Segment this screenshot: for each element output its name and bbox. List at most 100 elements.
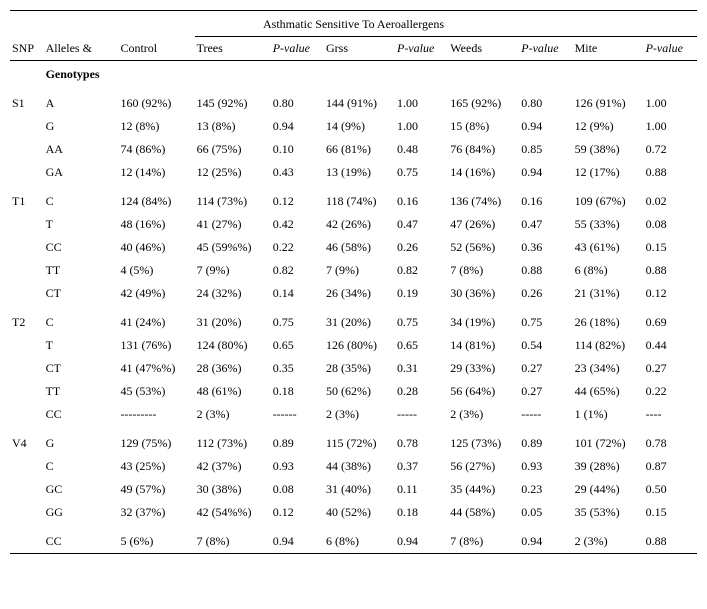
col-mite-p: P-value — [644, 37, 697, 61]
cell: 40 (46%) — [118, 236, 194, 259]
cell: 6 (8%) — [573, 259, 644, 282]
cell: 0.93 — [271, 455, 324, 478]
cell: 28 (36%) — [195, 357, 271, 380]
cell: 0.72 — [644, 138, 697, 161]
cell: 0.19 — [395, 282, 448, 305]
cell: 0.27 — [644, 357, 697, 380]
cell — [10, 259, 44, 282]
cell: A — [44, 86, 119, 115]
cell: 0.69 — [644, 305, 697, 334]
table-row: T131 (76%)124 (80%)0.65126 (80%)0.6514 (… — [10, 334, 697, 357]
cell: 26 (18%) — [573, 305, 644, 334]
cell: 129 (75%) — [118, 426, 194, 455]
cell — [10, 403, 44, 426]
cell: 144 (91%) — [324, 86, 395, 115]
cell: 14 (16%) — [448, 161, 519, 184]
cell: 74 (86%) — [118, 138, 194, 161]
cell: 23 (34%) — [573, 357, 644, 380]
cell: 52 (56%) — [448, 236, 519, 259]
cell: 0.80 — [271, 86, 324, 115]
cell: 0.37 — [395, 455, 448, 478]
cell: 0.27 — [519, 357, 572, 380]
aeroallergen-table: Asthmatic Sensitive To Aeroallergens SNP… — [10, 10, 697, 554]
cell: CT — [44, 357, 119, 380]
cell: G — [44, 115, 119, 138]
cell: 0.18 — [271, 380, 324, 403]
cell: 0.44 — [644, 334, 697, 357]
cell: 7 (8%) — [448, 259, 519, 282]
cell: V4 — [10, 426, 44, 455]
cell: T1 — [10, 184, 44, 213]
cell: 0.94 — [395, 524, 448, 554]
cell: 21 (31%) — [573, 282, 644, 305]
cell: 5 (6%) — [118, 524, 194, 554]
cell: 0.88 — [644, 259, 697, 282]
cell: 0.89 — [271, 426, 324, 455]
col-weeds: Weeds — [448, 37, 519, 61]
cell: 0.47 — [519, 213, 572, 236]
table-title: Asthmatic Sensitive To Aeroallergens — [10, 11, 697, 37]
cell: 29 (33%) — [448, 357, 519, 380]
cell: 124 (84%) — [118, 184, 194, 213]
cell — [10, 138, 44, 161]
cell: 34 (19%) — [448, 305, 519, 334]
cell: 0.02 — [644, 184, 697, 213]
cell: 14 (9%) — [324, 115, 395, 138]
cell: 47 (26%) — [448, 213, 519, 236]
cell: 35 (44%) — [448, 478, 519, 501]
cell: 41 (27%) — [195, 213, 271, 236]
cell: 30 (36%) — [448, 282, 519, 305]
cell: 112 (73%) — [195, 426, 271, 455]
col-snp: SNP — [10, 37, 44, 61]
table-row: CC---------2 (3%)------2 (3%)-----2 (3%)… — [10, 403, 697, 426]
cell: G — [44, 426, 119, 455]
cell: 39 (28%) — [573, 455, 644, 478]
cell: 41 (47%%) — [118, 357, 194, 380]
cell: 45 (53%) — [118, 380, 194, 403]
cell: C — [44, 184, 119, 213]
cell — [10, 357, 44, 380]
table-row: GC49 (57%)30 (38%)0.0831 (40%)0.1135 (44… — [10, 478, 697, 501]
cell: 0.80 — [519, 86, 572, 115]
table-row: V4G129 (75%)112 (73%)0.89115 (72%)0.7812… — [10, 426, 697, 455]
cell: 4 (5%) — [118, 259, 194, 282]
cell: 0.94 — [271, 115, 324, 138]
cell — [10, 115, 44, 138]
cell: 0.75 — [395, 161, 448, 184]
cell: 44 (58%) — [448, 501, 519, 524]
cell: 7 (9%) — [324, 259, 395, 282]
cell: 0.14 — [271, 282, 324, 305]
cell: 12 (17%) — [573, 161, 644, 184]
cell: 56 (27%) — [448, 455, 519, 478]
table-row: CC5 (6%)7 (8%)0.946 (8%)0.947 (8%)0.942 … — [10, 524, 697, 554]
cell: 42 (37%) — [195, 455, 271, 478]
col-trees-p: P-value — [271, 37, 324, 61]
cell: ----- — [395, 403, 448, 426]
cell: 66 (81%) — [324, 138, 395, 161]
cell: 115 (72%) — [324, 426, 395, 455]
cell: 32 (37%) — [118, 501, 194, 524]
cell: 26 (34%) — [324, 282, 395, 305]
cell: 0.93 — [519, 455, 572, 478]
cell — [10, 455, 44, 478]
cell: 6 (8%) — [324, 524, 395, 554]
cell: 0.36 — [519, 236, 572, 259]
cell: CC — [44, 524, 119, 554]
cell: 31 (20%) — [324, 305, 395, 334]
table-row: CT42 (49%)24 (32%)0.1426 (34%)0.1930 (36… — [10, 282, 697, 305]
cell: 66 (75%) — [195, 138, 271, 161]
cell: CC — [44, 403, 119, 426]
cell — [10, 236, 44, 259]
table-row: CT41 (47%%)28 (36%)0.3528 (35%)0.3129 (3… — [10, 357, 697, 380]
cell: 30 (38%) — [195, 478, 271, 501]
cell: 0.11 — [395, 478, 448, 501]
cell: TT — [44, 380, 119, 403]
cell: 101 (72%) — [573, 426, 644, 455]
cell: 0.12 — [271, 184, 324, 213]
cell: 125 (73%) — [448, 426, 519, 455]
cell: TT — [44, 259, 119, 282]
cell: 35 (53%) — [573, 501, 644, 524]
cell: 0.16 — [395, 184, 448, 213]
cell: 1.00 — [644, 86, 697, 115]
cell: 31 (40%) — [324, 478, 395, 501]
